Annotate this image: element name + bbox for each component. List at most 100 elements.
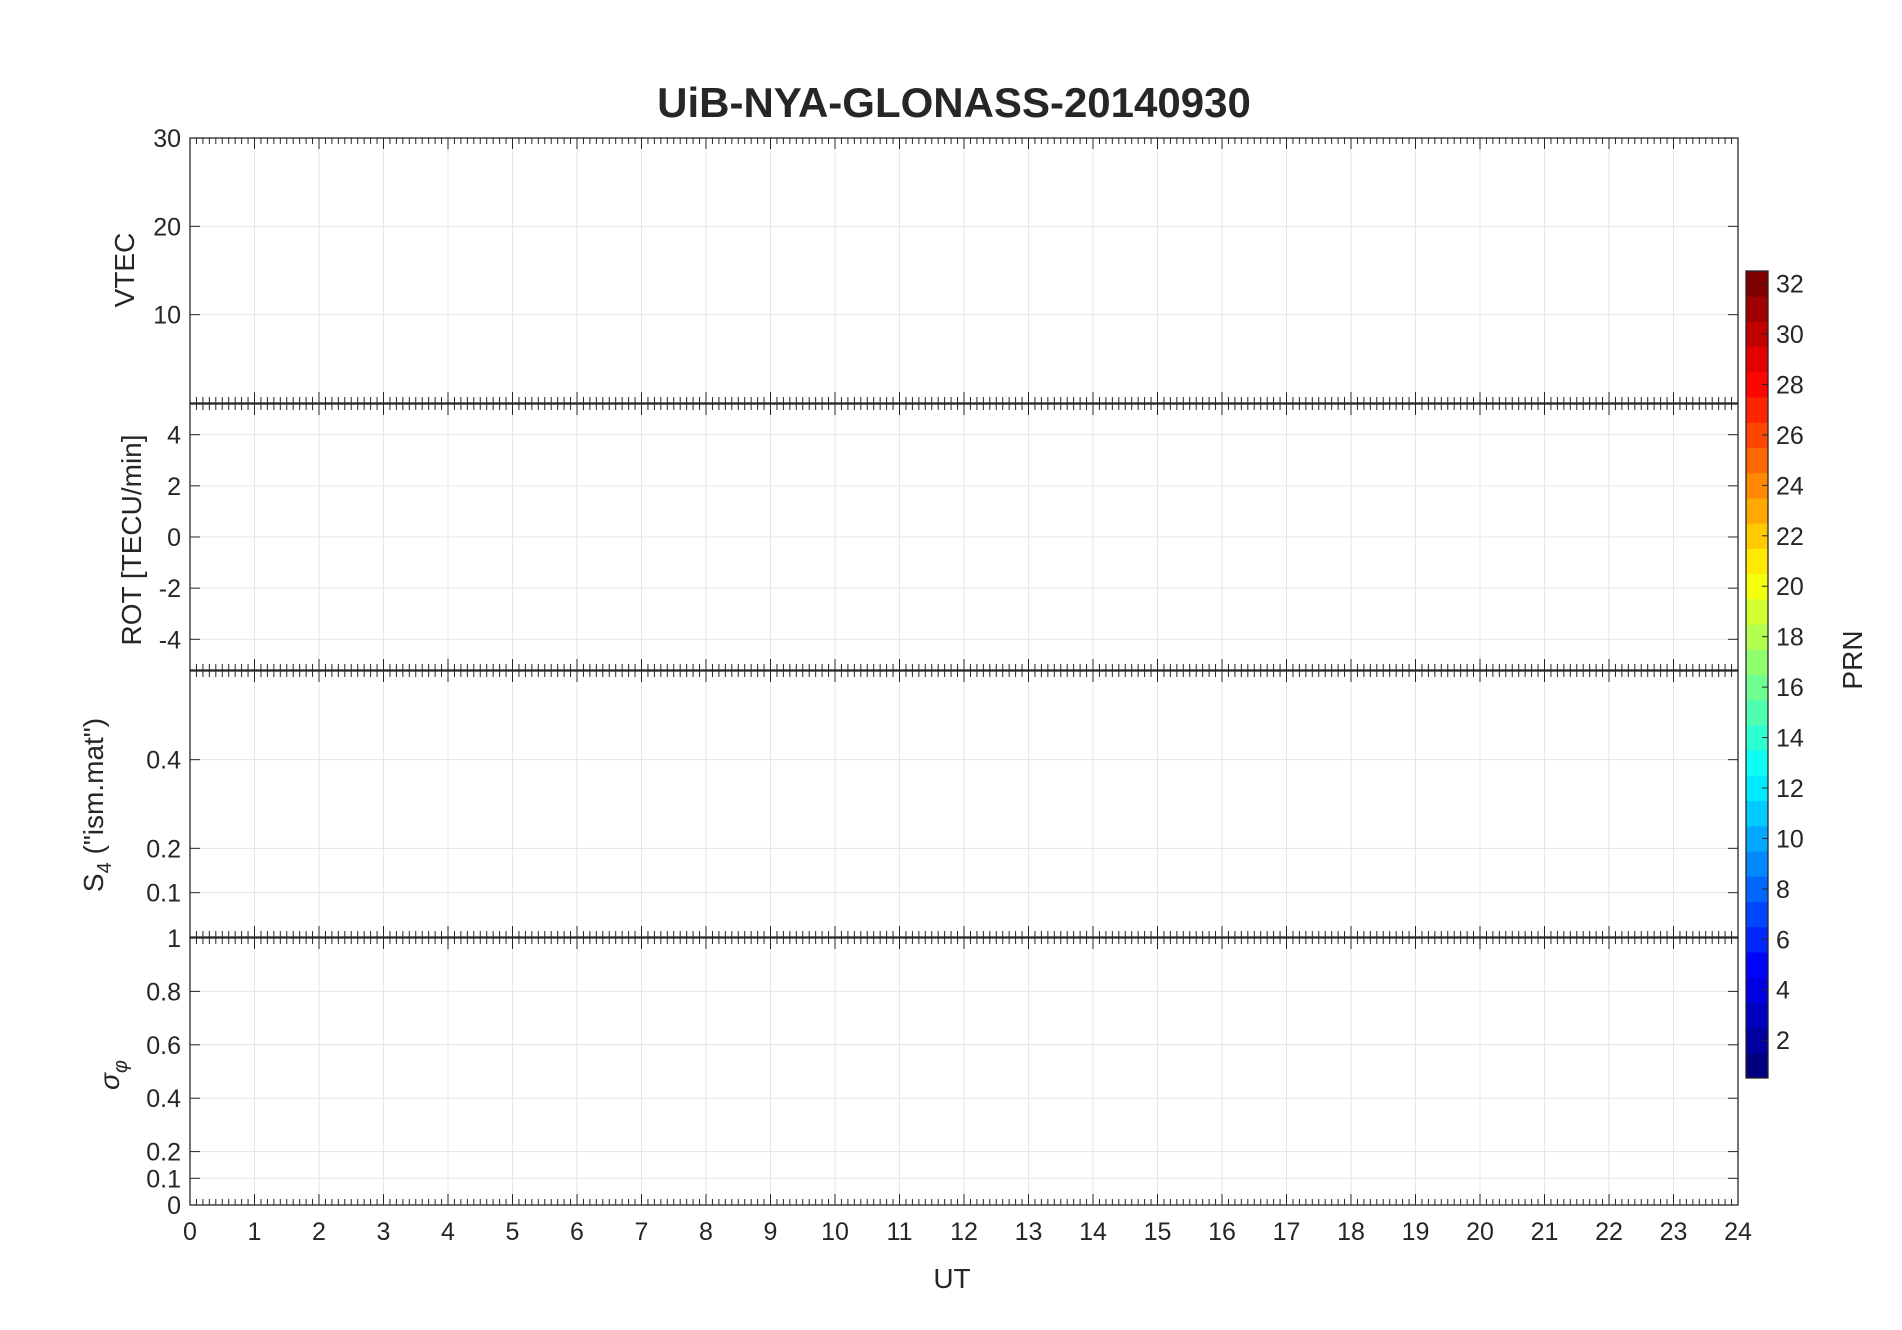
colorbar-tick-label: 10 <box>1776 825 1804 853</box>
rot-ylabel: ROT [TECU/min] <box>116 434 147 645</box>
x-tick-label: 8 <box>699 1218 713 1246</box>
x-tick-label: 22 <box>1595 1218 1623 1246</box>
x-tick-label: 21 <box>1531 1218 1559 1246</box>
x-tick-label: 5 <box>506 1218 520 1246</box>
colorbar-swatch <box>1746 397 1768 423</box>
y-tick-label: 20 <box>153 213 181 241</box>
y-tick-label: -4 <box>159 626 181 654</box>
x-tick-label: 13 <box>1015 1218 1043 1246</box>
s4-ylabel-rest: ("ism.mat") <box>78 718 109 862</box>
colorbar-swatch <box>1746 497 1768 524</box>
colorbar-tick-label: 8 <box>1776 876 1790 904</box>
s4-ylabel: S4 ("ism.mat") <box>78 718 116 892</box>
colorbar-tick-label: 4 <box>1776 977 1790 1005</box>
colorbar-tick-label: 28 <box>1776 371 1804 399</box>
colorbar-swatch <box>1746 447 1768 474</box>
s4-ylabel-sub: 4 <box>94 862 116 873</box>
y-tick-label: 0.2 <box>146 835 181 863</box>
colorbar-tick-label: 22 <box>1776 523 1804 551</box>
rot-panel: -4 -2 0 2 4 <box>159 403 1739 671</box>
y-tick-label: 0.4 <box>146 1085 181 1113</box>
colorbar-swatch <box>1746 951 1768 978</box>
colorbar-tick-label: 12 <box>1776 775 1804 803</box>
colorbar-tick-label: 18 <box>1776 624 1804 652</box>
x-tick-label: 11 <box>887 1218 913 1246</box>
colorbar-swatch <box>1746 624 1768 650</box>
colorbar-swatch <box>1746 699 1768 726</box>
sigma-ylabel-sub: φ <box>110 1060 132 1073</box>
x-tick-label: 15 <box>1144 1218 1172 1246</box>
colorbar-swatch <box>1746 649 1768 675</box>
colorbar-swatch <box>1746 876 1768 902</box>
sigma-ylabel-main: σ <box>94 1072 125 1090</box>
figure-title: UiB-NYA-GLONASS-20140930 <box>657 79 1251 126</box>
y-tick-label: -2 <box>159 575 181 603</box>
colorbar-tick-label: 26 <box>1776 422 1804 450</box>
y-tick-label: 0 <box>167 524 181 552</box>
y-tick-label: 0.6 <box>146 1032 181 1060</box>
x-tick-label: 17 <box>1273 1218 1301 1246</box>
colorbar-swatch <box>1746 271 1768 297</box>
colorbar-swatch <box>1746 472 1768 499</box>
y-tick-label: 10 <box>153 302 181 330</box>
x-tick-label: 10 <box>821 1218 849 1246</box>
s4-panel: 0.1 0.2 0.4 <box>146 670 1739 938</box>
y-tick-label: 0.1 <box>146 1165 181 1193</box>
colorbar-tick-label: 6 <box>1776 926 1790 954</box>
sigma-phi-ylabel: σφ <box>94 1060 132 1090</box>
colorbar-label: PRN <box>1837 630 1868 689</box>
colorbar-swatch <box>1746 296 1768 322</box>
colorbar-swatch <box>1746 926 1768 953</box>
colorbar-frame <box>1745 270 1769 1079</box>
y-tick-label: 30 <box>153 125 181 153</box>
x-tick-label: 24 <box>1724 1218 1752 1246</box>
colorbar-swatch <box>1746 825 1768 852</box>
x-tick-label: 9 <box>764 1218 778 1246</box>
x-tick-label: 19 <box>1402 1218 1430 1246</box>
colorbar-swatch <box>1746 775 1768 802</box>
colorbar-swatch <box>1746 901 1768 928</box>
x-tick-label: 4 <box>441 1218 455 1246</box>
colorbar-swatch <box>1746 724 1768 751</box>
y-tick-label: 0.8 <box>146 978 181 1006</box>
colorbar-tick-label: 16 <box>1776 674 1804 702</box>
colorbar-swatch <box>1746 800 1768 827</box>
x-tick-label: 12 <box>950 1218 978 1246</box>
colorbar-swatch <box>1746 598 1768 625</box>
colorbar-swatch <box>1746 573 1768 600</box>
y-tick-label: 0 <box>167 1192 181 1220</box>
sigma-phi-panel: 00.10.20.40.60.810 1 2 3 4 5 6 7 8 9 10 11 12 13 14 15 1… <box>146 925 1752 1246</box>
x-tick-label: 1 <box>248 1218 262 1246</box>
colorbar-swatch <box>1746 523 1768 549</box>
colorbar-swatch <box>1746 977 1768 1003</box>
colorbar-swatch <box>1746 422 1768 449</box>
colorbar-swatch <box>1746 1002 1768 1029</box>
colorbar-tick-label: 24 <box>1776 472 1804 500</box>
colorbar-tick-label: 20 <box>1776 573 1804 601</box>
colorbar-tick-label: 2 <box>1776 1027 1790 1055</box>
colorbar-swatch <box>1746 851 1768 877</box>
s4-ylabel-main: S <box>78 873 109 892</box>
y-tick-label: 0.2 <box>146 1139 181 1167</box>
y-tick-label: 0.1 <box>146 880 181 908</box>
x-tick-label: 7 <box>635 1218 649 1246</box>
vtec-ylabel: VTEC <box>109 233 140 308</box>
x-tick-label: 0 <box>183 1218 197 1246</box>
x-tick-label: 23 <box>1660 1218 1688 1246</box>
x-tick-label: 16 <box>1208 1218 1236 1246</box>
x-tick-label: 3 <box>377 1218 391 1246</box>
colorbar-swatch <box>1746 371 1768 398</box>
x-tick-label: 14 <box>1079 1218 1107 1246</box>
y-tick-label: 1 <box>167 925 181 953</box>
colorbar-swatch <box>1746 750 1768 776</box>
y-tick-label: 4 <box>167 422 181 450</box>
colorbar-tick-label: 30 <box>1776 321 1804 349</box>
vtec-panel: 10 20 30 <box>153 125 1739 404</box>
colorbar-swatch <box>1746 321 1768 348</box>
x-tick-label: 20 <box>1466 1218 1494 1246</box>
x-tick-label: 6 <box>570 1218 584 1246</box>
y-tick-label: 2 <box>167 473 181 501</box>
colorbar-swatch <box>1746 548 1768 575</box>
